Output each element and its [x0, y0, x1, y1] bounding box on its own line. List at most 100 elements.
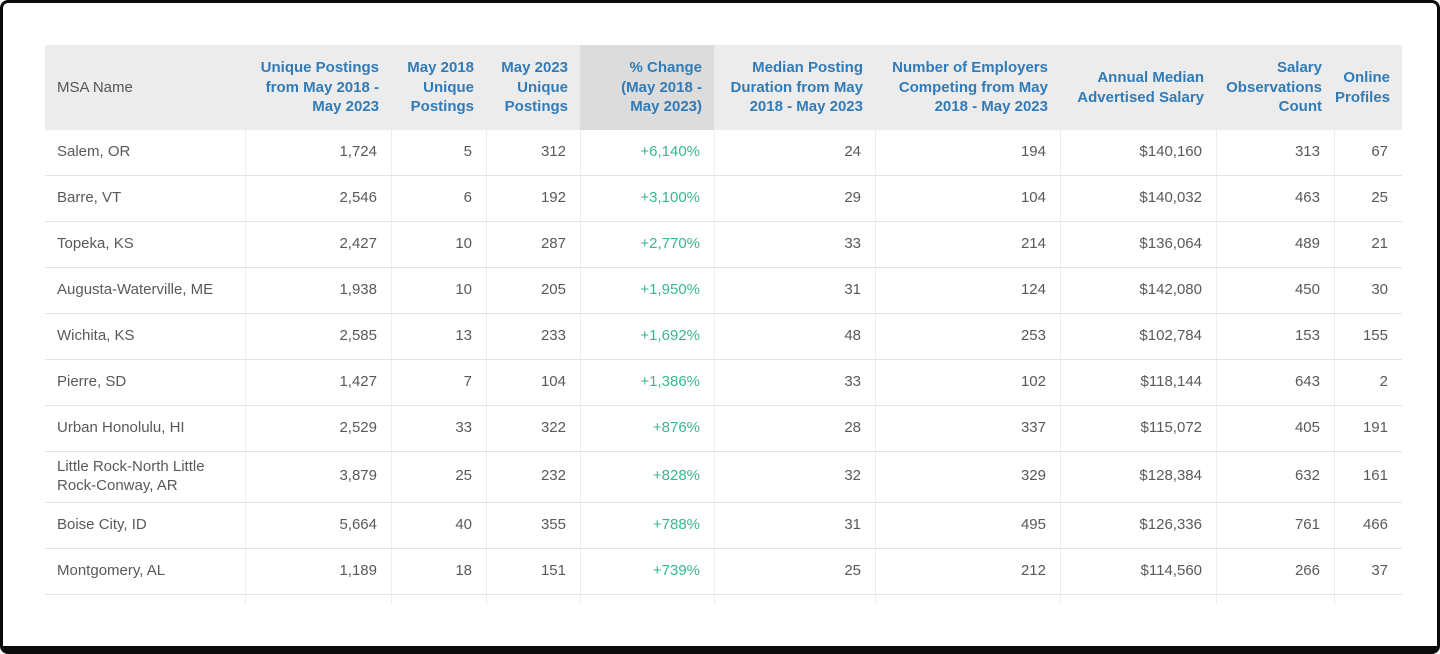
table-row: Wichita, KS 2,585 13 233 +1,692% 48 253 …	[45, 314, 1402, 360]
cell-employers: 214	[875, 222, 1060, 267]
cell-median-duration: 28	[714, 406, 875, 451]
cell-salary-observations: 463	[1216, 176, 1334, 221]
column-header-percent-change[interactable]: % Change (May 2018 - May 2023)	[580, 45, 714, 130]
cell-salary: $136,064	[1060, 222, 1216, 267]
cell-msa-name: Wichita, KS	[45, 314, 245, 359]
column-header-salary-observations[interactable]: Salary Observations Count	[1216, 45, 1334, 130]
cell-msa-name: Topeka, KS	[45, 222, 245, 267]
cell-salary: $142,080	[1060, 268, 1216, 313]
table-row: Pierre, SD 1,427 7 104 +1,386% 33 102 $1…	[45, 360, 1402, 406]
cell-online-profiles: 21	[1334, 222, 1402, 267]
column-header-employers-competing[interactable]: Number of Employers Competing from May 2…	[875, 45, 1060, 130]
cell-employers: 212	[875, 549, 1060, 594]
cell-salary-observations: 313	[1216, 130, 1334, 175]
column-header-unique-postings[interactable]: Unique Postings from May 2018 - May 2023	[245, 45, 391, 130]
cell-online-profiles: 191	[1334, 406, 1402, 451]
cell-unique-postings: 3,879	[245, 452, 391, 502]
cell-may-2023: 355	[486, 503, 580, 548]
cell-median-duration: 29	[714, 176, 875, 221]
cell-percent-change: +2,770%	[580, 222, 714, 267]
cell-employers: 194	[875, 130, 1060, 175]
cell-msa-name: Boise City, ID	[45, 503, 245, 548]
cell-unique-postings: 5,664	[245, 503, 391, 548]
cell-employers: 329	[875, 452, 1060, 502]
cell-salary: $115,072	[1060, 406, 1216, 451]
cell-may-2018: 6	[391, 176, 486, 221]
cell-may-2023: 192	[486, 176, 580, 221]
cell-online-profiles: 30	[1334, 268, 1402, 313]
cell-employers: 253	[875, 314, 1060, 359]
column-header-may-2023-unique-postings[interactable]: May 2023 Unique Postings	[486, 45, 580, 130]
cell-may-2018: 25	[391, 452, 486, 502]
cell-median-duration: 33	[714, 360, 875, 405]
cell-median-duration: 25	[714, 549, 875, 594]
cell-may-2023: 151	[486, 549, 580, 594]
cell-median-duration: 32	[714, 452, 875, 502]
cell-percent-change: +1,950%	[580, 268, 714, 313]
column-header-median-posting-duration[interactable]: Median Posting Duration from May 2018 - …	[714, 45, 875, 130]
cell-msa-name: Augusta-Waterville, ME	[45, 268, 245, 313]
cell-salary-observations: 405	[1216, 406, 1334, 451]
cell-employers: 102	[875, 360, 1060, 405]
cell-unique-postings: 2,585	[245, 314, 391, 359]
table-header-row: MSA Name Unique Postings from May 2018 -…	[45, 45, 1402, 130]
column-header-annual-median-salary[interactable]: Annual Median Advertised Salary	[1060, 45, 1216, 130]
cell-salary-observations: 489	[1216, 222, 1334, 267]
cell-salary: $114,560	[1060, 549, 1216, 594]
cell-employers: 124	[875, 268, 1060, 313]
cell-salary: $126,336	[1060, 503, 1216, 548]
cell-median-duration: 48	[714, 314, 875, 359]
cell-unique-postings: 1,189	[245, 549, 391, 594]
cell-online-profiles: 25	[1334, 176, 1402, 221]
cell-salary: $102,784	[1060, 314, 1216, 359]
cell-msa-name: Little Rock-North Little Rock-Conway, AR	[45, 452, 245, 502]
cell-percent-change: +1,386%	[580, 360, 714, 405]
cell-salary-observations: 266	[1216, 549, 1334, 594]
column-header-msa-name[interactable]: MSA Name	[45, 45, 245, 130]
cell-may-2018: 5	[391, 130, 486, 175]
partial-table-row	[45, 595, 1402, 604]
cell-may-2018: 13	[391, 314, 486, 359]
cell-unique-postings: 1,938	[245, 268, 391, 313]
cell-msa-name: Montgomery, AL	[45, 549, 245, 594]
cell-may-2023: 104	[486, 360, 580, 405]
cell-unique-postings: 1,724	[245, 130, 391, 175]
table-row: Urban Honolulu, HI 2,529 33 322 +876% 28…	[45, 406, 1402, 452]
cell-salary-observations: 632	[1216, 452, 1334, 502]
cell-may-2018: 18	[391, 549, 486, 594]
cell-msa-name: Pierre, SD	[45, 360, 245, 405]
cell-unique-postings: 2,529	[245, 406, 391, 451]
cell-percent-change: +876%	[580, 406, 714, 451]
table-row: Topeka, KS 2,427 10 287 +2,770% 33 214 $…	[45, 222, 1402, 268]
cell-median-duration: 31	[714, 503, 875, 548]
cell-may-2023: 312	[486, 130, 580, 175]
cell-salary-observations: 643	[1216, 360, 1334, 405]
cell-online-profiles: 37	[1334, 549, 1402, 594]
table-row: Boise City, ID 5,664 40 355 +788% 31 495…	[45, 503, 1402, 549]
cell-online-profiles: 155	[1334, 314, 1402, 359]
cell-online-profiles: 161	[1334, 452, 1402, 502]
cell-unique-postings: 1,427	[245, 360, 391, 405]
cell-median-duration: 33	[714, 222, 875, 267]
cell-percent-change: +828%	[580, 452, 714, 502]
cell-may-2018: 7	[391, 360, 486, 405]
cell-salary-observations: 450	[1216, 268, 1334, 313]
cell-may-2023: 205	[486, 268, 580, 313]
cell-unique-postings: 2,546	[245, 176, 391, 221]
cell-online-profiles: 466	[1334, 503, 1402, 548]
cell-percent-change: +1,692%	[580, 314, 714, 359]
cell-may-2018: 10	[391, 222, 486, 267]
cell-may-2023: 322	[486, 406, 580, 451]
cell-may-2023: 233	[486, 314, 580, 359]
cell-online-profiles: 2	[1334, 360, 1402, 405]
table-row: Little Rock-North Little Rock-Conway, AR…	[45, 452, 1402, 503]
cell-may-2023: 287	[486, 222, 580, 267]
cell-salary: $118,144	[1060, 360, 1216, 405]
column-header-may-2018-unique-postings[interactable]: May 2018 Unique Postings	[391, 45, 486, 130]
column-header-online-profiles[interactable]: Online Profiles	[1334, 45, 1402, 130]
cell-salary-observations: 153	[1216, 314, 1334, 359]
table-row: Montgomery, AL 1,189 18 151 +739% 25 212…	[45, 549, 1402, 595]
cell-percent-change: +788%	[580, 503, 714, 548]
cell-employers: 104	[875, 176, 1060, 221]
cell-employers: 495	[875, 503, 1060, 548]
